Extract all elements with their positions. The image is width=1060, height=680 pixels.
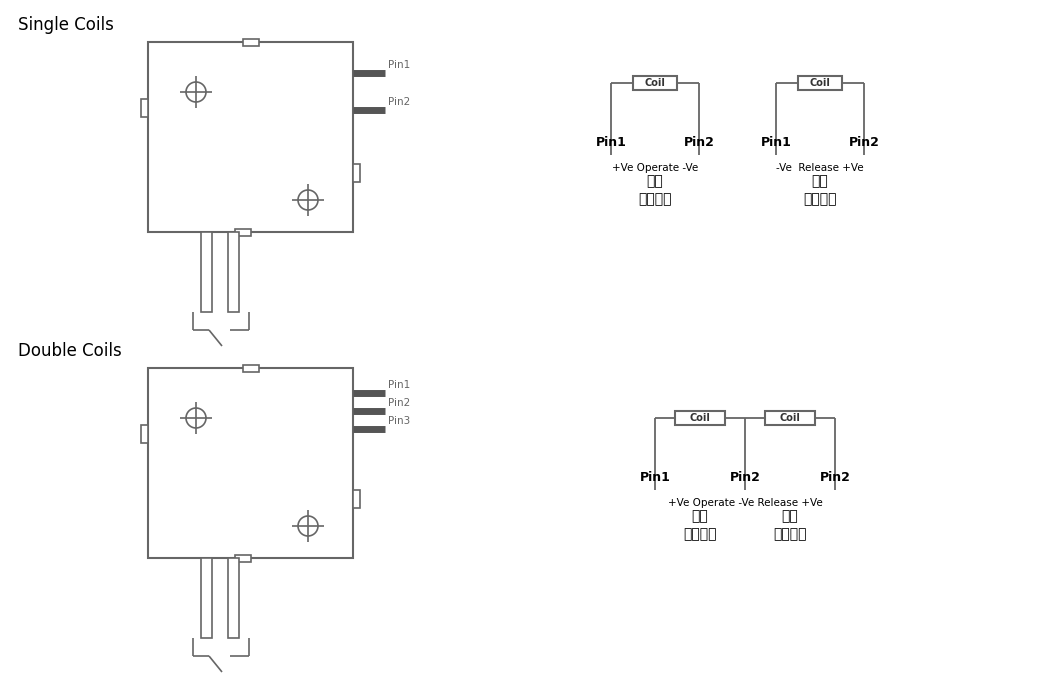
Text: （断开）: （断开） [773,527,807,541]
Bar [148,42,353,232]
Text: Single Coils: Single Coils [18,16,113,34]
Bar [675,411,725,425]
Text: Pin1: Pin1 [388,60,410,70]
Text: Pin1: Pin1 [761,136,792,149]
Text: 吸合: 吸合 [647,174,664,188]
Text: （断开）: （断开） [803,192,836,206]
Text: （闭合）: （闭合） [684,527,717,541]
Text: Coil: Coil [810,78,830,88]
Text: Double Coils: Double Coils [18,342,122,360]
Text: Pin1: Pin1 [639,471,670,484]
Text: Pin3: Pin3 [388,416,410,426]
Text: Pin1: Pin1 [596,136,626,149]
Text: Pin2: Pin2 [388,97,410,107]
Bar [228,558,238,638]
Text: 复归: 复归 [781,509,798,523]
Text: Coil: Coil [644,78,666,88]
Text: Pin2: Pin2 [729,471,760,484]
Text: -Ve  Release +Ve: -Ve Release +Ve [776,163,864,173]
Text: +Ve Operate -Ve Release +Ve: +Ve Operate -Ve Release +Ve [668,498,823,508]
Bar [200,232,212,312]
Bar [141,425,148,443]
Bar [234,228,250,235]
Text: Pin2: Pin2 [388,398,410,408]
Bar [798,76,842,90]
Bar [228,232,238,312]
Text: +Ve Operate -Ve: +Ve Operate -Ve [612,163,699,173]
Text: Pin2: Pin2 [849,136,880,149]
Text: Pin1: Pin1 [388,380,410,390]
Bar [243,39,259,46]
Bar [353,490,360,508]
Text: Pin2: Pin2 [684,136,714,149]
Bar [353,164,360,182]
Text: （闭合）: （闭合） [638,192,672,206]
Text: Coil: Coil [690,413,710,423]
Text: Pin2: Pin2 [819,471,850,484]
Bar [243,364,259,371]
Text: Coil: Coil [779,413,800,423]
Bar [765,411,815,425]
Text: 复归: 复归 [812,174,828,188]
Bar [141,99,148,117]
Bar [234,554,250,562]
Text: 吸合: 吸合 [691,509,708,523]
Bar [148,368,353,558]
Bar [633,76,677,90]
Bar [200,558,212,638]
